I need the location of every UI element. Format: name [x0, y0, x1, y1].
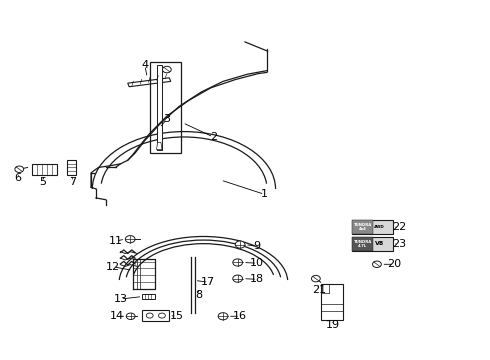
Polygon shape [143, 310, 169, 321]
Text: 2: 2 [210, 132, 217, 142]
Polygon shape [67, 160, 76, 175]
Polygon shape [321, 284, 343, 320]
Circle shape [125, 235, 135, 243]
Circle shape [235, 241, 245, 248]
Text: 10: 10 [250, 258, 264, 268]
Bar [352, 237, 392, 251]
Polygon shape [128, 78, 171, 87]
Bar [352, 220, 392, 234]
Polygon shape [157, 142, 162, 149]
Circle shape [159, 313, 165, 318]
Text: 14: 14 [110, 311, 124, 321]
Text: 13: 13 [113, 294, 127, 304]
Circle shape [233, 275, 243, 282]
Polygon shape [157, 65, 162, 149]
Polygon shape [352, 237, 373, 251]
Text: 9: 9 [254, 241, 261, 251]
Text: TUNDRA
4.7L: TUNDRA 4.7L [354, 239, 372, 248]
Polygon shape [352, 220, 373, 234]
Circle shape [372, 261, 381, 267]
Circle shape [126, 313, 135, 319]
Text: 22: 22 [392, 222, 406, 232]
Text: 17: 17 [201, 277, 216, 287]
Circle shape [162, 66, 171, 73]
Text: 3: 3 [163, 114, 171, 124]
Text: 4: 4 [141, 60, 148, 70]
Circle shape [233, 259, 243, 266]
Text: 7: 7 [70, 177, 76, 187]
Circle shape [312, 275, 320, 282]
Text: 5: 5 [39, 177, 46, 187]
Text: 19: 19 [326, 320, 340, 330]
Text: 8: 8 [195, 290, 202, 300]
Circle shape [147, 313, 153, 318]
Polygon shape [143, 294, 155, 299]
Text: V8: V8 [375, 241, 384, 246]
Bar [150, 62, 181, 153]
Text: 21: 21 [312, 285, 326, 296]
Text: 6: 6 [14, 173, 21, 183]
Text: 18: 18 [250, 274, 264, 284]
Text: 15: 15 [170, 311, 184, 321]
Text: 12: 12 [106, 262, 120, 272]
Text: 23: 23 [392, 239, 406, 249]
Circle shape [15, 166, 24, 172]
Text: 11: 11 [108, 236, 122, 246]
Text: 4WD: 4WD [374, 225, 385, 229]
Text: 1: 1 [261, 189, 268, 199]
Text: TUNDRA
4x4: TUNDRA 4x4 [354, 223, 372, 231]
Circle shape [218, 313, 228, 320]
Text: 20: 20 [387, 259, 401, 269]
Text: 16: 16 [233, 311, 247, 321]
Polygon shape [32, 164, 57, 175]
